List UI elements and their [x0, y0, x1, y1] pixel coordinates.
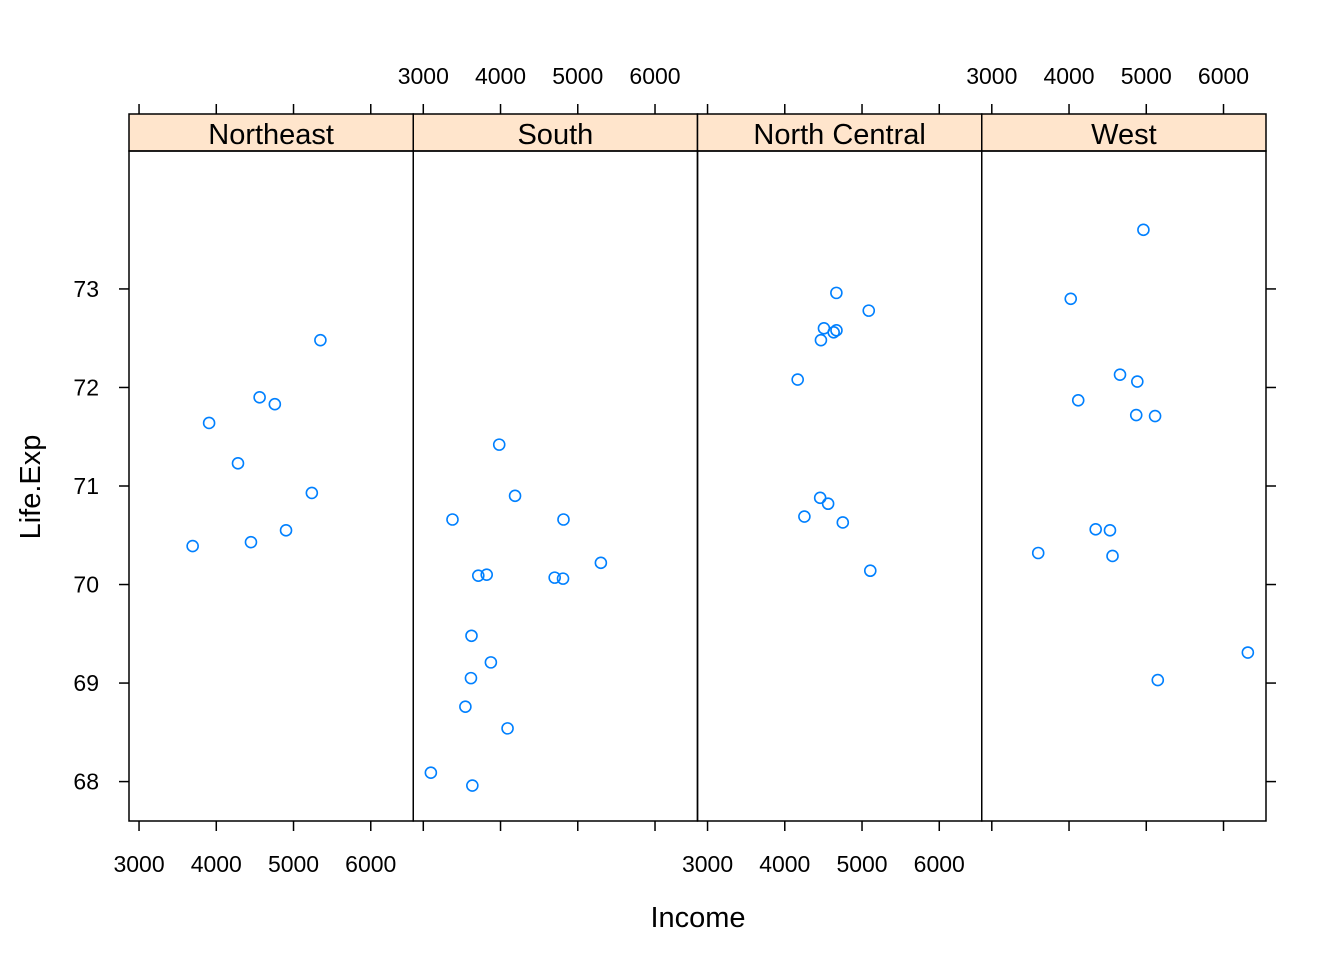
- data-point-north-central: [813, 491, 827, 505]
- data-point-north-central: [862, 304, 876, 317]
- strip-northeast: [128, 113, 414, 152]
- data-point-south: [464, 671, 478, 685]
- data-point-south: [459, 700, 472, 714]
- data-point-west: [1137, 223, 1150, 237]
- panel-west: [981, 150, 1267, 822]
- x-tick-label-top: 3000: [398, 63, 449, 89]
- data-point-west: [1131, 375, 1144, 388]
- data-point-south: [446, 513, 459, 526]
- data-point-northeast: [268, 397, 282, 411]
- data-point-northeast: [231, 457, 245, 470]
- x-tick-label-top: 4000: [475, 63, 526, 89]
- data-point-west: [1064, 292, 1078, 306]
- tick-layer: 3000 4000 5000 6000 3000 4000 5000 6000 3000 4000…: [73, 63, 1276, 877]
- data-point-south: [480, 568, 494, 581]
- data-point-west: [1071, 393, 1085, 407]
- x-tick-label-top: 6000: [629, 63, 680, 89]
- y-tick-label: 70: [73, 572, 99, 598]
- strip-west: [981, 113, 1267, 152]
- x-tick-label-bottom: 4000: [759, 851, 810, 877]
- data-point-northeast: [202, 416, 216, 430]
- data-point-north-central: [798, 510, 811, 523]
- data-point-northeast: [186, 539, 199, 553]
- data-point-north-central: [827, 325, 840, 339]
- data-point-south: [466, 779, 479, 792]
- x-tick-label-top: 5000: [1121, 63, 1172, 89]
- y-tick-label: 69: [73, 670, 99, 696]
- data-point-south: [501, 722, 514, 735]
- data-point-north-central: [821, 497, 835, 511]
- data-point-south: [424, 766, 438, 780]
- data-point-west: [1129, 408, 1143, 422]
- data-point-northeast: [279, 524, 293, 537]
- data-point-north-central: [814, 333, 828, 347]
- data-point-south: [594, 556, 608, 570]
- x-tick-label-bottom: 6000: [914, 851, 965, 877]
- strip-layer: Northeast South North Central West: [128, 113, 1267, 152]
- x-tick-label-bottom: 6000: [345, 851, 396, 877]
- data-point-northeast: [305, 486, 319, 500]
- x-axis-title: Income: [650, 902, 745, 934]
- data-point-west: [1241, 646, 1255, 659]
- data-point-south: [508, 489, 522, 503]
- y-tick-label: 73: [73, 276, 99, 302]
- panel-layer: [128, 150, 1267, 822]
- x-tick-label-top: 4000: [1043, 63, 1094, 89]
- data-point-west: [1106, 549, 1119, 563]
- strip-label-northeast: Northeast: [208, 119, 334, 151]
- data-point-south: [465, 629, 478, 643]
- data-point-south: [484, 656, 498, 669]
- strip-label-west: West: [1091, 119, 1157, 151]
- data-point-west: [1089, 523, 1102, 536]
- data-point-south: [557, 513, 570, 526]
- data-point-north-central: [830, 324, 843, 337]
- data-point-northeast: [314, 333, 327, 347]
- x-tick-label-bottom: 3000: [682, 851, 733, 877]
- data-point-north-central: [830, 286, 843, 300]
- x-tick-label-top: 6000: [1198, 63, 1249, 89]
- x-tick-label-bottom: 4000: [191, 851, 242, 877]
- y-tick-label: 71: [73, 473, 99, 499]
- x-tick-label-bottom: 3000: [113, 851, 164, 877]
- data-point-west: [1113, 368, 1127, 381]
- point-layer: [186, 223, 1255, 792]
- strip-south: [412, 113, 699, 152]
- data-point-west: [1148, 409, 1162, 423]
- data-point-south: [556, 572, 570, 585]
- data-point-north-central: [836, 516, 850, 529]
- panel-south: [412, 150, 699, 822]
- strip-label-south: South: [517, 119, 593, 151]
- data-point-south: [548, 571, 561, 584]
- x-tick-label-top: 5000: [552, 63, 603, 89]
- y-axis-title: Life.Exp: [15, 435, 47, 540]
- data-point-north-central: [863, 564, 877, 578]
- data-point-south: [492, 438, 506, 451]
- data-point-north-central: [791, 373, 804, 386]
- y-tick-label: 68: [73, 769, 99, 795]
- strip-label-north-central: North Central: [753, 119, 925, 151]
- data-point-northeast: [253, 391, 266, 404]
- y-tick-label: 72: [73, 374, 99, 400]
- data-point-south: [471, 569, 485, 582]
- data-point-west: [1103, 524, 1117, 537]
- panel-northeast: [128, 150, 414, 822]
- x-tick-label-bottom: 5000: [268, 851, 319, 877]
- x-tick-label-top: 3000: [966, 63, 1017, 89]
- x-tick-label-bottom: 5000: [836, 851, 887, 877]
- data-point-west: [1151, 673, 1165, 687]
- panel-north-central: [696, 150, 983, 822]
- data-point-northeast: [244, 535, 258, 549]
- data-point-west: [1031, 546, 1045, 560]
